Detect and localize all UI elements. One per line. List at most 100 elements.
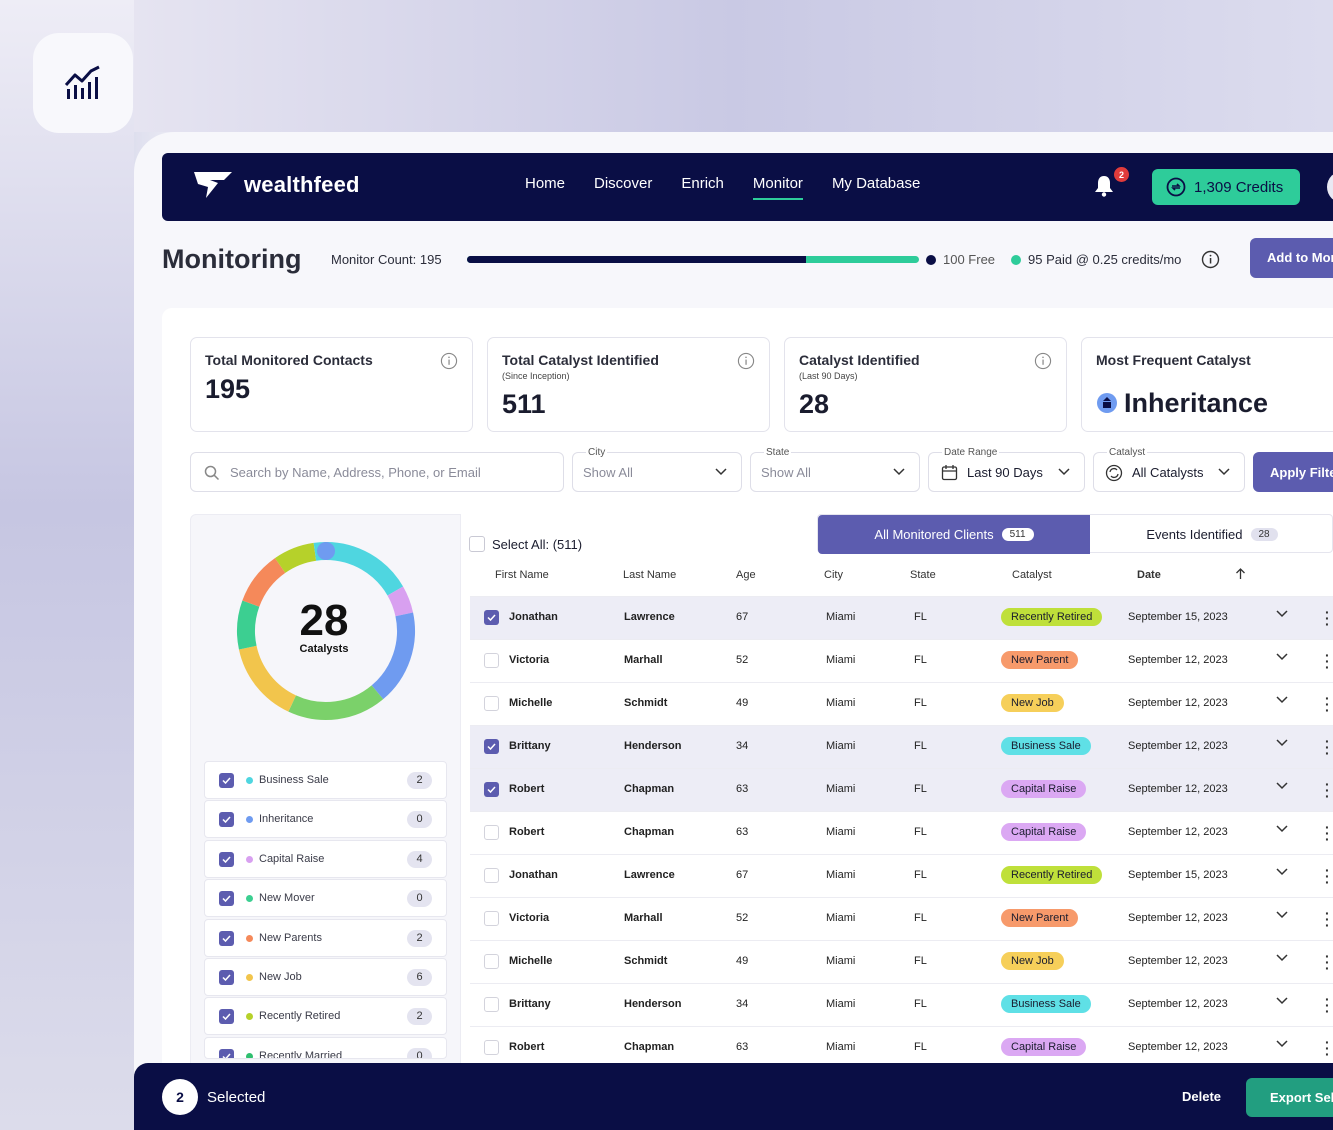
- table-row[interactable]: Robert Chapman 63 Miami FL Capital Raise Septe…: [470, 811, 1333, 854]
- catalyst-filter-item[interactable]: Recently Married 0: [204, 1036, 447, 1059]
- checkbox[interactable]: [219, 930, 234, 946]
- checkbox[interactable]: [219, 773, 234, 788]
- table-row[interactable]: Victoria Marhall 52 Miami FL New Parent Septem…: [470, 639, 1333, 682]
- chevron-down-icon[interactable]: [1276, 911, 1288, 919]
- row-checkbox[interactable]: [484, 868, 499, 883]
- table-row[interactable]: Victoria Marhall 52 Miami FL New Parent Septem…: [470, 897, 1333, 940]
- catalyst-filter-item[interactable]: New Job 6: [204, 958, 447, 996]
- more-options-icon[interactable]: · · ·: [1325, 819, 1330, 847]
- chevron-down-icon[interactable]: [1276, 997, 1288, 1005]
- row-checkbox[interactable]: [484, 911, 499, 926]
- cell-last-name: Lawrence: [624, 611, 675, 623]
- catalyst-count: 2: [407, 929, 432, 947]
- select-all-checkbox[interactable]: Select All: (511): [469, 536, 582, 552]
- more-options-icon[interactable]: · · ·: [1325, 776, 1330, 804]
- nav-enrich[interactable]: Enrich: [681, 175, 724, 192]
- more-options-icon[interactable]: · · ·: [1325, 1034, 1330, 1056]
- table-row[interactable]: Robert Chapman 63 Miami FL Capital Raise Septe…: [470, 1026, 1333, 1056]
- cell-first-name: Victoria: [509, 654, 550, 666]
- nav-discover[interactable]: Discover: [594, 175, 653, 192]
- chevron-down-icon[interactable]: [1276, 610, 1288, 618]
- more-options-icon[interactable]: · · ·: [1325, 690, 1330, 718]
- col-city[interactable]: City: [824, 569, 843, 581]
- checkbox[interactable]: [219, 1009, 234, 1025]
- row-checkbox[interactable]: [484, 1040, 499, 1055]
- export-selected-button[interactable]: Export Selected: [1246, 1078, 1333, 1117]
- table-row[interactable]: Brittany Henderson 34 Miami FL Business Sale S…: [470, 983, 1333, 1026]
- chevron-down-icon[interactable]: [1276, 696, 1288, 704]
- credits-button[interactable]: 1,309 Credits: [1152, 169, 1300, 205]
- chevron-down-icon[interactable]: [1276, 825, 1288, 833]
- tab-events-identified[interactable]: Events Identified 28: [1090, 515, 1333, 554]
- avatar[interactable]: [1327, 171, 1333, 203]
- chevron-down-icon[interactable]: [1276, 739, 1288, 747]
- table-row[interactable]: Jonathan Lawrence 67 Miami FL Recently Retire…: [470, 596, 1333, 639]
- sort-arrow-up-icon[interactable]: [1235, 568, 1246, 580]
- checkbox[interactable]: [219, 891, 234, 907]
- table-row[interactable]: Jonathan Lawrence 67 Miami FL Recently Retire…: [470, 854, 1333, 897]
- nav-my-database[interactable]: My Database: [831, 175, 921, 192]
- table-row[interactable]: Michelle Schmidt 49 Miami FL New Job September…: [470, 682, 1333, 725]
- catalyst-filter-item[interactable]: Capital Raise 4: [204, 839, 447, 878]
- notifications-button[interactable]: 2: [1094, 167, 1129, 202]
- city-select[interactable]: Show All: [572, 452, 742, 492]
- catalyst-filter-item[interactable]: Recently Retired 2: [204, 997, 447, 1036]
- catalyst-filter-item[interactable]: New Parents 2: [204, 918, 447, 957]
- delete-button[interactable]: Delete: [1182, 1089, 1222, 1104]
- col-catalyst[interactable]: Catalyst: [1012, 569, 1052, 581]
- checkbox[interactable]: [219, 812, 234, 828]
- cell-age: 49: [736, 955, 749, 967]
- chevron-down-icon[interactable]: [1276, 782, 1288, 790]
- more-options-icon[interactable]: · · ·: [1325, 991, 1330, 1019]
- chevron-down-icon[interactable]: [1276, 868, 1288, 876]
- tab-all-monitored-clients[interactable]: All Monitored Clients 511: [818, 515, 1090, 554]
- more-options-icon[interactable]: · · ·: [1325, 905, 1330, 933]
- row-checkbox[interactable]: [484, 997, 499, 1012]
- state-select[interactable]: Show All: [750, 452, 920, 492]
- col-first-name[interactable]: First Name: [495, 569, 549, 581]
- chevron-down-icon[interactable]: [1276, 653, 1288, 661]
- app-logo-tile[interactable]: [33, 33, 133, 133]
- col-age[interactable]: Age: [736, 569, 756, 581]
- catalyst-filter-item[interactable]: New Mover 0: [204, 879, 447, 918]
- table-row[interactable]: Brittany Henderson 34 Miami FL Business Sale S…: [470, 725, 1333, 768]
- date-range-select[interactable]: Last 90 Days: [928, 452, 1085, 492]
- checkbox[interactable]: [219, 970, 234, 985]
- catalyst-select[interactable]: All Catalysts: [1093, 452, 1245, 492]
- add-to-monitor-button[interactable]: Add to Monitor: [1250, 238, 1333, 278]
- row-checkbox[interactable]: [484, 954, 499, 969]
- more-options-icon[interactable]: · · ·: [1325, 948, 1330, 976]
- row-checkbox[interactable]: [484, 825, 499, 840]
- catalyst-filter-item[interactable]: Inheritance 0: [204, 800, 447, 839]
- catalyst-filter-item[interactable]: Business Sale 2: [204, 761, 447, 799]
- more-options-icon[interactable]: · · ·: [1325, 647, 1330, 675]
- table-row[interactable]: Michelle Schmidt 49 Miami FL New Job September…: [470, 940, 1333, 983]
- col-date[interactable]: Date: [1137, 569, 1161, 581]
- search-input[interactable]: Search by Name, Address, Phone, or Email: [190, 452, 564, 492]
- checkbox[interactable]: [219, 1048, 234, 1058]
- row-checkbox[interactable]: [484, 739, 499, 754]
- row-checkbox[interactable]: [484, 782, 499, 797]
- checkbox[interactable]: [469, 536, 485, 552]
- nav-monitor[interactable]: Monitor: [752, 175, 803, 200]
- info-icon[interactable]: [1034, 352, 1052, 375]
- info-icon[interactable]: [737, 352, 755, 375]
- info-icon[interactable]: [1201, 250, 1220, 274]
- col-state[interactable]: State: [910, 569, 936, 581]
- table-row[interactable]: Robert Chapman 63 Miami FL Capital Raise Septe…: [470, 768, 1333, 811]
- chevron-down-icon[interactable]: [1276, 954, 1288, 962]
- row-checkbox[interactable]: [484, 653, 499, 668]
- info-icon[interactable]: [440, 352, 458, 375]
- brand-logo[interactable]: wealthfeed: [194, 170, 360, 200]
- chevron-down-icon[interactable]: [1276, 1040, 1288, 1048]
- checkbox[interactable]: [219, 851, 234, 867]
- apply-filters-button[interactable]: Apply Filters: [1253, 452, 1333, 492]
- more-options-icon[interactable]: · · ·: [1325, 733, 1330, 761]
- col-last-name[interactable]: Last Name: [623, 569, 677, 581]
- row-checkbox[interactable]: [484, 610, 499, 625]
- more-options-icon[interactable]: · · ·: [1325, 862, 1330, 890]
- donut-label: Catalysts: [299, 643, 349, 655]
- row-checkbox[interactable]: [484, 696, 499, 711]
- more-options-icon[interactable]: · · ·: [1325, 604, 1330, 632]
- nav-home[interactable]: Home: [525, 175, 566, 192]
